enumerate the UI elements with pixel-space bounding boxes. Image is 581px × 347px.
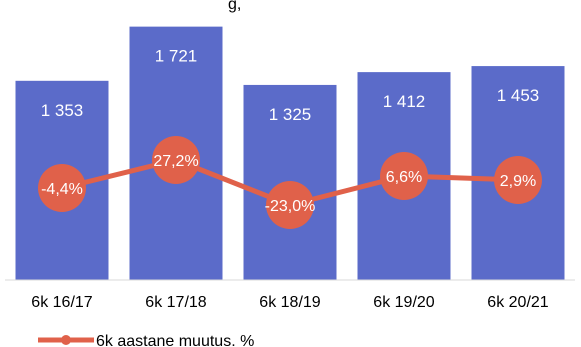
bar-value-label: 1 412 bbox=[383, 92, 426, 111]
x-tick-label: 6k 19/20 bbox=[373, 294, 434, 311]
bar-value-label: 1 353 bbox=[41, 101, 84, 120]
bar-value-label: 1 453 bbox=[497, 86, 540, 105]
line-value-label: 6,6% bbox=[386, 169, 422, 186]
line-point-2 bbox=[152, 136, 200, 184]
bar-series: 1 353 1 721 1 325 1 412 1 453 bbox=[15, 26, 565, 281]
bar-value-label: 1 325 bbox=[269, 105, 312, 124]
line-value-label: 27,2% bbox=[153, 153, 198, 170]
legend-entry: 6k aastane muutus. % bbox=[96, 333, 254, 347]
legend: 6k aastane muutus. % bbox=[38, 333, 254, 347]
x-tick-label: 6k 20/21 bbox=[487, 294, 548, 311]
line-point-1 bbox=[38, 164, 86, 212]
line-value-label: -4,4% bbox=[41, 181, 83, 198]
legend-marker bbox=[61, 335, 71, 345]
x-tick-label: 6k 17/18 bbox=[145, 294, 206, 311]
line-value-label: -23,0% bbox=[265, 198, 316, 215]
line-series: -4,4% 27,2% -23,0% 6,6% 2,9% bbox=[38, 136, 542, 229]
line-point-5 bbox=[494, 156, 542, 204]
x-tick-label: 6k 18/19 bbox=[259, 294, 320, 311]
x-tick-labels: 6k 16/17 6k 17/18 6k 18/19 6k 19/20 6k 20/21 bbox=[31, 294, 548, 311]
line-value-label: 2,9% bbox=[500, 173, 536, 190]
x-tick-label: 6k 16/17 bbox=[31, 294, 92, 311]
chart-title-fragment: g, bbox=[228, 0, 241, 13]
line-point-4 bbox=[380, 152, 428, 200]
line-point-3 bbox=[266, 181, 314, 229]
bar-value-label: 1 721 bbox=[155, 47, 198, 66]
